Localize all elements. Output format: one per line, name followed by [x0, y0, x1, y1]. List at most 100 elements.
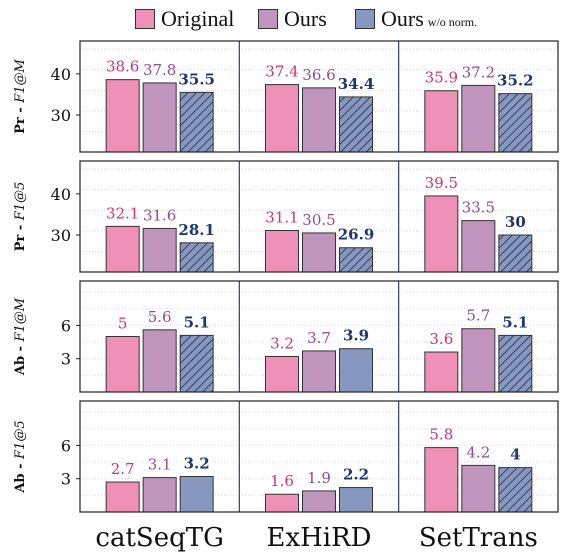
data-label-ours-wo-norm: 2.2: [343, 466, 369, 484]
legend-item-original: Original: [135, 4, 234, 34]
bar-ours-wo-norm: [498, 93, 533, 153]
panel-2: 30 40 Pr - F1@5 32.1 31.628.1 31.1 30.526.9 39.…: [13, 160, 559, 273]
data-label-ours-wo-norm: 35.5: [178, 70, 215, 88]
bar-ours-wo-norm: [498, 334, 533, 393]
legend-item-ours-wo-norm: Ours w/o norm.: [355, 4, 477, 34]
bar-ours-wo-norm: [179, 91, 214, 153]
data-label-ours: 4.2: [466, 443, 490, 461]
panel-1: 30 40 Pr - F1@M 38.6 37.835.5 37.4 36.634.4 35.…: [13, 40, 559, 153]
data-label-original: 35.9: [425, 69, 458, 87]
y-axis-label-prefix: Ab -: [13, 341, 28, 376]
y-tick-label: 6: [61, 316, 71, 335]
bar-ours: [302, 490, 336, 513]
bar-ours: [142, 82, 177, 153]
data-label-original: 1.6: [270, 472, 294, 490]
data-label-ours-wo-norm: 26.9: [338, 226, 375, 244]
data-label-ours: 5.6: [148, 308, 172, 326]
data-label-ours-wo-norm: 35.2: [497, 72, 534, 90]
data-label-ours-wo-norm: 30: [505, 213, 526, 231]
data-label-ours: 36.6: [302, 66, 335, 84]
data-label-original: 37.4: [265, 63, 298, 81]
legend-label-ours-wo-norm-sub: w/o norm.: [427, 15, 478, 29]
bar-ours-wo-norm: [339, 247, 373, 273]
legend-label-ours-wo-norm: Ours w/o norm.: [381, 6, 477, 32]
legend-swatch-ours-wo-norm: [355, 9, 375, 29]
bar-original: [265, 229, 299, 273]
bar-ours: [461, 84, 496, 153]
bar-original: [265, 493, 299, 513]
legend-swatch-original: [135, 9, 155, 29]
legend-label-original: Original: [161, 6, 235, 31]
bar-ours: [461, 328, 496, 393]
data-label-original: 2.7: [111, 460, 135, 478]
bar-original: [424, 90, 459, 153]
bar-ours-wo-norm: [339, 96, 373, 153]
panel-4: 3 6 Ab - F1@5 2.7 3.1 3.2 1.6 1.9 2.2 5.8 4.2 4: [13, 400, 559, 513]
bar-ours: [461, 220, 496, 273]
x-tick-label: ExHiRD: [266, 523, 371, 553]
bar-original: [424, 447, 459, 513]
y-tick-label: 6: [61, 436, 71, 455]
data-label-ours-wo-norm: 34.4: [338, 75, 375, 93]
data-label-ours-wo-norm: 28.1: [178, 221, 215, 239]
y-axis-label-metric: F1@5: [13, 420, 28, 460]
x-tick-label: catSeqTG: [95, 523, 223, 553]
y-axis-label-metric: F1@M: [13, 58, 28, 103]
data-label-original: 31.1: [265, 208, 298, 226]
bar-original: [105, 481, 140, 513]
bar-original: [424, 195, 459, 273]
data-label-ours: 5.7: [466, 307, 490, 325]
data-label-original: 3.2: [270, 334, 294, 352]
panel-frame: [79, 160, 559, 273]
data-label-ours-wo-norm: 5.1: [184, 313, 210, 331]
panel-frame: [79, 280, 559, 393]
y-axis-label: Pr - F1@5: [13, 182, 28, 252]
bar-ours: [302, 232, 336, 273]
bar-original: [105, 336, 140, 393]
bar-original: [265, 84, 299, 153]
data-label-ours-wo-norm: 4: [510, 446, 520, 464]
data-label-ours: 31.6: [143, 206, 176, 224]
legend-item-ours: Ours: [258, 4, 327, 34]
data-label-ours: 3.7: [307, 329, 331, 347]
y-tick-label: 40: [51, 185, 71, 204]
data-label-ours: 3.1: [148, 456, 172, 474]
panel-3: 3 6 Ab - F1@M 5 5.6 5.1 3.2 3.7 3.9 3.6 5.7 5.1: [13, 280, 559, 393]
data-label-ours: 1.9: [307, 469, 331, 487]
panel-frame: [79, 400, 559, 513]
y-axis-label-prefix: Pr -: [13, 103, 28, 134]
bar-ours: [142, 329, 177, 393]
y-tick-label: 30: [51, 226, 71, 245]
y-axis-label-metric: F1@M: [13, 297, 28, 342]
bar-ours: [461, 464, 496, 513]
bar-ours-wo-norm: [339, 487, 373, 513]
bar-ours-wo-norm: [179, 334, 214, 393]
bar-ours-wo-norm: [179, 475, 214, 513]
bar-ours-wo-norm: [498, 234, 533, 273]
data-label-ours: 30.5: [302, 211, 335, 229]
bar-ours: [142, 227, 177, 273]
bar-ours: [302, 350, 336, 393]
y-axis-label-metric: F1@5: [13, 182, 28, 222]
y-tick-label: 3: [61, 470, 71, 489]
bar-original: [265, 355, 299, 393]
bar-original: [424, 351, 459, 393]
y-axis-label: Ab - F1@M: [13, 297, 28, 376]
y-axis-label: Pr - F1@M: [13, 58, 28, 133]
data-label-ours: 37.8: [143, 61, 176, 79]
data-label-ours: 37.2: [462, 63, 495, 81]
data-label-original: 39.5: [425, 174, 458, 192]
data-label-ours-wo-norm: 3.9: [343, 327, 369, 345]
data-label-original: 5.8: [429, 426, 453, 444]
data-label-ours: 33.5: [462, 199, 495, 217]
y-axis-label-prefix: Ab -: [13, 459, 28, 494]
data-label-original: 32.1: [106, 204, 139, 222]
legend-label-ours: Ours: [284, 6, 327, 31]
data-label-ours-wo-norm: 5.1: [502, 313, 528, 331]
y-tick-label: 40: [51, 65, 71, 84]
y-tick-label: 3: [61, 350, 71, 369]
y-axis-label-prefix: Pr -: [13, 220, 28, 251]
bar-ours-wo-norm: [179, 242, 214, 273]
bar-original: [105, 79, 140, 153]
